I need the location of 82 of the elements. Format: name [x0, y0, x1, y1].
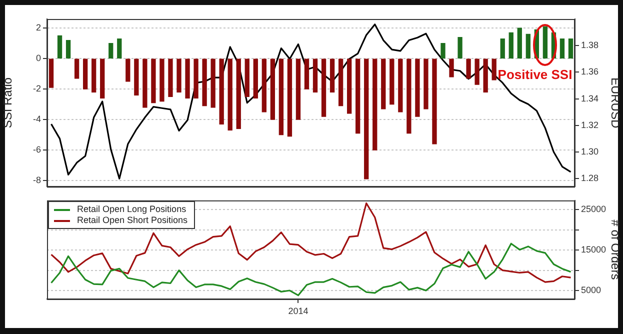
y2-tick-label: 1.28 [581, 173, 599, 184]
bar [82, 58, 88, 90]
bar [168, 58, 173, 98]
bar [449, 58, 454, 78]
bar [194, 58, 198, 99]
bar [296, 58, 301, 120]
bar [415, 58, 420, 117]
y2-tick-label: 1.30 [581, 146, 599, 156]
bar [312, 58, 318, 92]
y2-tick-label: 1.32 [581, 120, 599, 130]
bar [526, 34, 530, 58]
bar [390, 58, 394, 105]
bar [100, 58, 105, 99]
bar [483, 58, 488, 92]
bar [202, 58, 207, 106]
bar [92, 58, 96, 92]
bar [142, 58, 148, 108]
legend-label: Retail Open Short Positions [77, 215, 188, 226]
bar [500, 38, 505, 58]
bar [66, 40, 71, 58]
y2-tick-label: 1.34 [581, 93, 599, 104]
bar [330, 58, 335, 92]
bar [244, 58, 250, 98]
bar [117, 38, 122, 58]
bar [356, 58, 360, 134]
bar [262, 58, 266, 112]
bar [270, 58, 276, 120]
bar [517, 28, 522, 58]
bar [474, 58, 480, 85]
bar [228, 58, 232, 131]
bar [210, 58, 216, 108]
bar [57, 35, 62, 58]
bar [542, 26, 548, 58]
bar [176, 58, 182, 92]
bar [364, 58, 369, 180]
annotation: Positive SSI [498, 67, 572, 82]
y-tick-label: 2 [36, 22, 41, 33]
y-axis-title: SSI Ratio [0, 77, 15, 128]
y-tick-label: -2 [32, 84, 41, 94]
bar [48, 58, 54, 88]
bar [126, 58, 130, 82]
bar [108, 43, 114, 58]
bar [253, 58, 258, 99]
bar [466, 58, 471, 79]
bar [321, 58, 326, 117]
bar [74, 58, 80, 79]
bar [440, 43, 446, 58]
bar [346, 58, 352, 114]
bar [304, 58, 310, 90]
y2-tick-label: 1.36 [581, 66, 599, 77]
bar [372, 58, 378, 150]
bar [568, 38, 574, 58]
y-tick-label: -8 [32, 174, 41, 185]
bar [492, 58, 496, 80]
bar [160, 58, 164, 102]
y2-tick-label: 15000 [581, 244, 606, 255]
bar [287, 58, 292, 137]
y-tick-label: -4 [32, 114, 41, 124]
bar [381, 58, 386, 110]
bar [278, 58, 284, 136]
bar [134, 58, 139, 96]
y2-tick-label: 25000 [581, 204, 606, 214]
y2-axis-title: # of Orders [608, 220, 622, 280]
bar [424, 58, 428, 110]
bar [560, 38, 565, 58]
y2-tick-label: 5000 [581, 285, 602, 295]
bar [432, 58, 437, 144]
bar [458, 36, 462, 58]
bar [508, 32, 514, 58]
y2-tick-label: 1.38 [581, 40, 599, 50]
legend-label: Retail Open Long Positions [77, 204, 186, 214]
bar [338, 58, 344, 106]
x-tick-label: 2014 [288, 306, 308, 316]
bar [151, 58, 156, 104]
bar [219, 58, 224, 124]
y2-axis-title: EURUSD [608, 77, 622, 128]
bar [236, 58, 241, 130]
bar [398, 58, 403, 112]
y-tick-label: 0 [36, 53, 41, 64]
bar [185, 58, 190, 99]
y-tick-label: -6 [32, 144, 41, 155]
bar [406, 58, 412, 134]
